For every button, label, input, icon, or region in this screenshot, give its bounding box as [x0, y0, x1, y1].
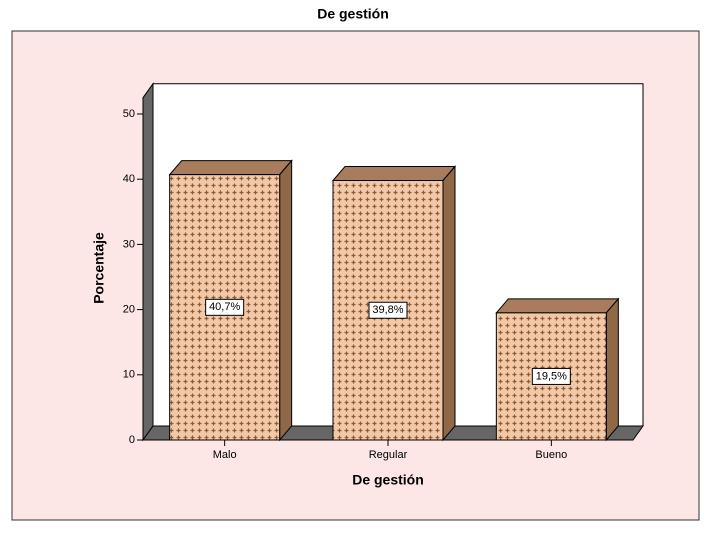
value-label: 40,7%	[209, 301, 240, 313]
side-wall	[142, 82, 154, 442]
x-axis-title: De gestión	[352, 472, 424, 488]
bar-side	[605, 297, 619, 442]
value-label-box	[531, 367, 571, 385]
y-tick-label: 30	[123, 238, 135, 250]
y-tick-label: 10	[123, 369, 135, 381]
value-label: 39,8%	[372, 304, 403, 316]
bar-side	[442, 165, 456, 442]
y-tick-label: 20	[123, 304, 135, 316]
bar-top	[168, 160, 293, 176]
bar-side	[279, 159, 293, 442]
bar-top	[495, 298, 620, 314]
y-tick-label: 50	[123, 108, 135, 120]
x-tick-label: Regular	[369, 449, 408, 461]
x-tick-label: Bueno	[535, 449, 567, 461]
y-axis-title: Porcentaje	[91, 232, 107, 304]
bar-top	[331, 166, 457, 182]
y-tick-label: 40	[123, 173, 135, 185]
y-tick-label: 0	[129, 434, 135, 446]
value-label: 19,5%	[536, 370, 567, 382]
value-label-box	[368, 301, 408, 319]
x-tick-label: Malo	[213, 449, 237, 461]
value-label-box	[205, 298, 245, 316]
chart-title: De gestión	[317, 6, 389, 22]
